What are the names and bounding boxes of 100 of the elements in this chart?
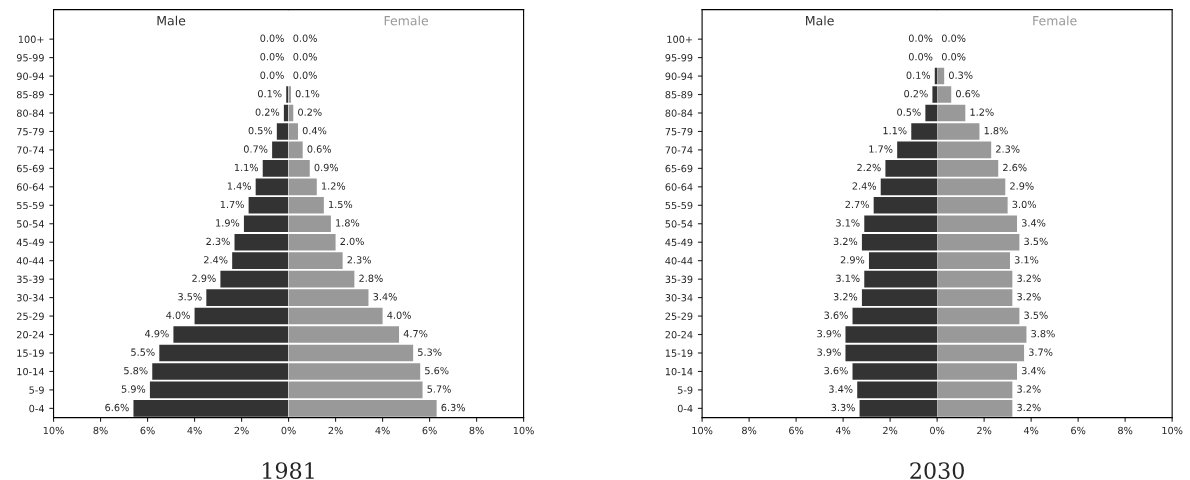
data-label: 2.7%	[845, 200, 869, 209]
data-label: 4.0%	[166, 311, 190, 319]
data-label: 3.9%	[817, 348, 841, 356]
data-label: 5.6%	[425, 366, 449, 375]
x-tick-label: 2%	[883, 426, 898, 435]
y-tick-label: 5-9	[677, 386, 693, 394]
data-label: 0.0%	[293, 53, 317, 61]
y-tick-label: 10-14	[17, 367, 44, 376]
y-tick-label: 50-54	[665, 220, 693, 228]
data-label: 3.4%	[1021, 366, 1046, 375]
data-label: 0.7%	[243, 145, 268, 153]
y-tick-label: 45-49	[665, 238, 693, 247]
data-label: 3.2%	[1017, 403, 1041, 412]
data-label: 0.9%	[314, 163, 339, 172]
y-tick-label: 60-64	[665, 183, 693, 191]
data-label: 3.5%	[178, 293, 202, 301]
x-tick-label: 6%	[422, 426, 437, 435]
data-label: 3.5%	[1024, 237, 1048, 246]
data-label: 2.3%	[996, 145, 1020, 153]
data-label: 2.9%	[840, 256, 865, 264]
data-label: 1.5%	[329, 200, 353, 209]
x-tick-label: 8%	[1118, 426, 1133, 435]
x-tick-label: 4%	[187, 426, 202, 435]
y-tick-label: 45-49	[16, 238, 44, 247]
data-label: 5.8%	[124, 366, 148, 375]
data-label: 2.6%	[1003, 163, 1027, 172]
data-label: 0.2%	[255, 108, 280, 116]
x-tick-label: 4%	[375, 426, 390, 435]
data-label: 1.8%	[984, 126, 1008, 135]
data-label: 1.1%	[234, 163, 259, 172]
y-tick-label: 75-79	[17, 127, 44, 136]
data-label: 1.2%	[322, 182, 346, 190]
x-tick-label: 8%	[742, 426, 757, 435]
data-label: 0.1%	[258, 89, 282, 98]
y-tick-label: 100+	[18, 35, 44, 43]
y-tick-label: 75-79	[665, 127, 693, 136]
data-label: 2.4%	[852, 182, 877, 190]
y-tick-label: 55-59	[17, 201, 44, 210]
data-label: 0.0%	[293, 34, 317, 42]
y-tick-label: 85-89	[16, 91, 44, 99]
data-label: 3.8%	[1031, 329, 1055, 338]
y-tick-label: 35-39	[17, 275, 44, 283]
data-label: 6.3%	[441, 403, 465, 412]
data-label: 1.4%	[227, 182, 251, 190]
text: Female	[384, 15, 429, 26]
data-label: 3.2%	[833, 293, 858, 301]
x-tick-label: 10%	[513, 426, 534, 435]
data-label: 0.0%	[260, 71, 284, 79]
data-label: 2.9%	[192, 274, 216, 282]
x-tick-label: 2%	[234, 426, 249, 435]
data-label: 0.0%	[293, 71, 317, 79]
x-tick-label: 4%	[1023, 426, 1039, 435]
data-label: 2.4%	[204, 256, 228, 264]
data-label: 3.2%	[833, 237, 858, 246]
data-label: 1.2%	[970, 108, 994, 116]
data-label: 3.2%	[1017, 293, 1041, 301]
x-tick-label: 4%	[835, 426, 851, 435]
data-label: 0.0%	[260, 53, 284, 61]
y-tick-label: 25-29	[665, 312, 693, 320]
data-label: 1.8%	[336, 219, 360, 227]
data-label: 0.0%	[908, 53, 933, 61]
y-tick-label: 70-74	[665, 146, 693, 154]
data-label: 3.9%	[817, 329, 841, 338]
text: Female	[1033, 15, 1077, 26]
y-tick-label: 80-84	[665, 109, 693, 117]
data-label: 3.3%	[831, 403, 855, 412]
data-label: 0.4%	[302, 126, 327, 135]
y-tick-label: 10-14	[665, 367, 693, 376]
y-tick-label: 95-99	[665, 54, 693, 62]
data-label: 0.6%	[956, 89, 980, 98]
text: Male	[157, 15, 186, 26]
data-label: 3.2%	[1017, 274, 1041, 282]
data-label: 0.0%	[260, 34, 284, 42]
y-tick-label: 60-64	[16, 183, 44, 191]
x-tick-label: 8%	[93, 426, 108, 435]
data-label: 0.0%	[941, 34, 966, 42]
data-label: 3.1%	[836, 219, 860, 227]
x-tick-label: 10%	[692, 426, 713, 435]
data-label: 0.0%	[908, 34, 933, 42]
data-label: 5.5%	[131, 348, 155, 356]
data-label: 3.0%	[1012, 200, 1036, 209]
x-tick-label: 6%	[789, 426, 804, 435]
text: Male	[806, 15, 834, 26]
data-label: 3.6%	[824, 366, 848, 375]
y-tick-label: 90-94	[665, 72, 693, 80]
y-tick-label: 15-19	[665, 349, 693, 357]
y-tick-label: 65-69	[665, 164, 693, 173]
data-label: 5.3%	[418, 348, 442, 356]
data-label: 1.9%	[216, 219, 240, 227]
data-label: 2.2%	[857, 163, 881, 172]
data-label: 3.2%	[1017, 385, 1041, 393]
y-tick-label: 0-4	[677, 404, 693, 413]
data-label: 0.5%	[248, 126, 273, 135]
y-tick-label: 20-24	[665, 331, 693, 339]
y-tick-label: 15-19	[17, 349, 44, 357]
y-tick-label: 0-4	[29, 404, 44, 413]
y-tick-label: 50-54	[17, 220, 44, 228]
data-label: 0.3%	[948, 71, 973, 79]
data-label: 3.4%	[829, 385, 853, 393]
x-tick-label: 0%	[930, 426, 945, 435]
